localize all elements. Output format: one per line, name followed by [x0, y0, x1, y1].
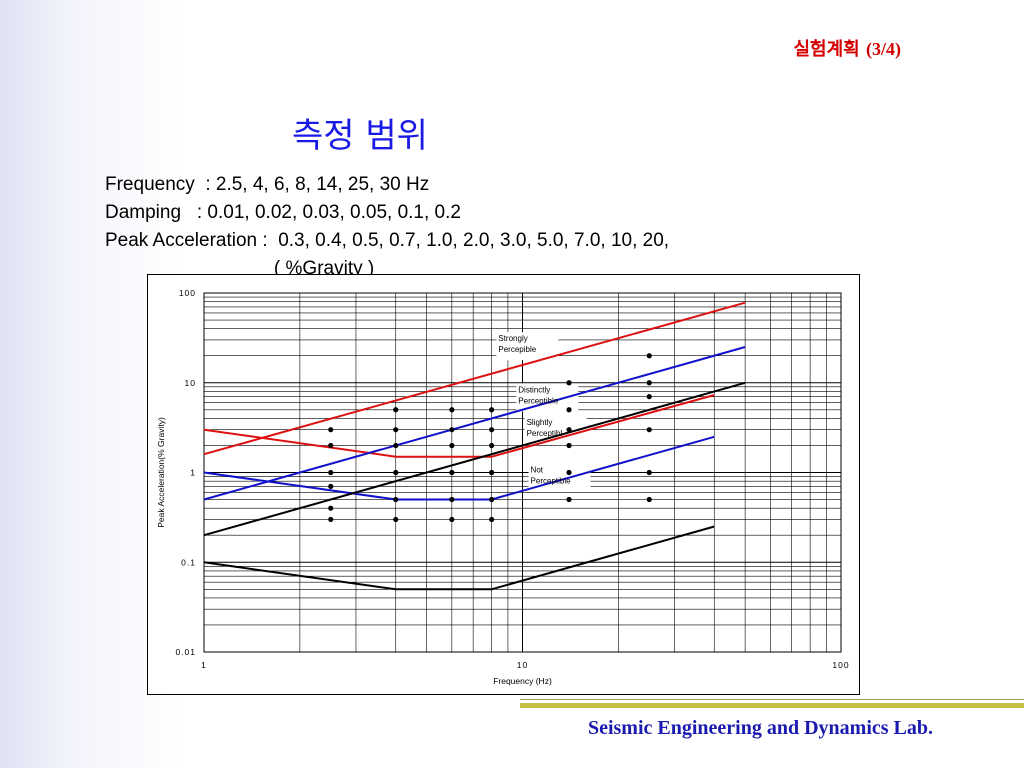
- data-point: [393, 407, 399, 413]
- data-point: [646, 427, 652, 433]
- data-point: [566, 469, 572, 476]
- data-point: [489, 496, 495, 503]
- data-point: [646, 394, 652, 400]
- data-point: [393, 427, 399, 433]
- data-point: [646, 469, 652, 476]
- annotation-label: Strongly: [498, 334, 527, 343]
- data-point: [393, 516, 399, 523]
- annotation-label: Perceptibl: [527, 429, 563, 438]
- data-point: [449, 427, 455, 433]
- annotation-label: Percepible: [498, 345, 536, 354]
- spec-list: Frequency : 2.5, 4, 6, 8, 14, 25, 30 Hz …: [105, 171, 669, 283]
- data-point: [489, 469, 495, 476]
- data-point: [489, 407, 495, 413]
- data-point: [489, 516, 495, 523]
- spec-damping: Damping : 0.01, 0.02, 0.03, 0.05, 0.1, 0…: [105, 202, 461, 223]
- data-point: [393, 496, 399, 503]
- chart-points: [328, 353, 652, 523]
- data-point: [566, 496, 572, 503]
- perception-chart: Strongly Percepible Distinctly Perceptible S…: [147, 274, 860, 695]
- y-tick-label: 0.1: [181, 557, 196, 567]
- data-point: [393, 442, 399, 449]
- data-point: [449, 407, 455, 413]
- threshold-line-black: [203, 381, 746, 537]
- data-point: [646, 353, 652, 359]
- data-point: [566, 442, 572, 449]
- chart-lines: [203, 301, 746, 591]
- footer-divider: [520, 699, 1024, 708]
- data-point: [328, 442, 334, 449]
- data-point: [449, 496, 455, 503]
- spec-peak-acceleration: Peak Acceleration : 0.3, 0.4, 0.5, 0.7, …: [105, 230, 670, 251]
- data-point: [328, 505, 334, 511]
- chart-labels: Strongly Percepible Distinctly Perceptible S…: [156, 288, 849, 686]
- spec-unit: ( %Gravity ): [105, 258, 375, 279]
- annotation-label: Slightly: [527, 418, 553, 427]
- data-point: [566, 380, 572, 386]
- data-point: [449, 469, 455, 476]
- annotation-box: [496, 332, 559, 361]
- x-tick-label: 100: [832, 660, 849, 670]
- data-point: [646, 380, 652, 386]
- header-page-number: (3/4): [866, 39, 901, 59]
- annotation-label: Distinctly: [518, 385, 550, 394]
- data-point: [646, 496, 652, 503]
- data-point: [328, 427, 334, 433]
- data-point: [489, 442, 495, 449]
- data-point: [489, 427, 495, 433]
- threshold-line-blue: [203, 346, 746, 501]
- x-tick-label: 10: [517, 660, 528, 670]
- data-point: [566, 407, 572, 413]
- x-axis-label: Frequency (Hz): [493, 676, 552, 686]
- threshold-line-blue: [203, 435, 715, 501]
- data-point: [328, 516, 334, 523]
- y-tick-label: 100: [179, 288, 196, 298]
- annotation-label: Perceptible: [531, 477, 572, 486]
- threshold-line-red: [203, 301, 746, 456]
- threshold-line-black: [203, 525, 715, 591]
- y-axis-label: Peak Acceleration(% Gravity): [156, 417, 166, 528]
- data-point: [449, 516, 455, 523]
- data-point: [328, 483, 334, 490]
- footer-lab-name: Seismic Engineering and Dynamics Lab.: [587, 717, 933, 739]
- x-tick-label: 1: [201, 660, 207, 670]
- annotation-label: Not: [531, 466, 544, 475]
- y-tick-label: 10: [185, 378, 196, 388]
- data-point: [566, 427, 572, 433]
- header-korean: 실험계획: [793, 39, 860, 60]
- spec-frequency: Frequency : 2.5, 4, 6, 8, 14, 25, 30 Hz: [105, 174, 430, 195]
- y-tick-label: 1: [190, 468, 196, 478]
- chart-svg: Strongly Percepible Distinctly Perceptible S…: [156, 288, 849, 686]
- threshold-line-red: [203, 394, 715, 458]
- slide-header: 실험계획 (3/4): [793, 35, 901, 61]
- slide-title: 측정 범위: [292, 116, 428, 156]
- y-tick-label: 0.01: [175, 647, 196, 657]
- data-point: [449, 442, 455, 449]
- chart-grid: [203, 292, 842, 653]
- data-point: [328, 469, 334, 476]
- annotation-label: Perceptible: [518, 396, 559, 405]
- data-point: [393, 469, 399, 476]
